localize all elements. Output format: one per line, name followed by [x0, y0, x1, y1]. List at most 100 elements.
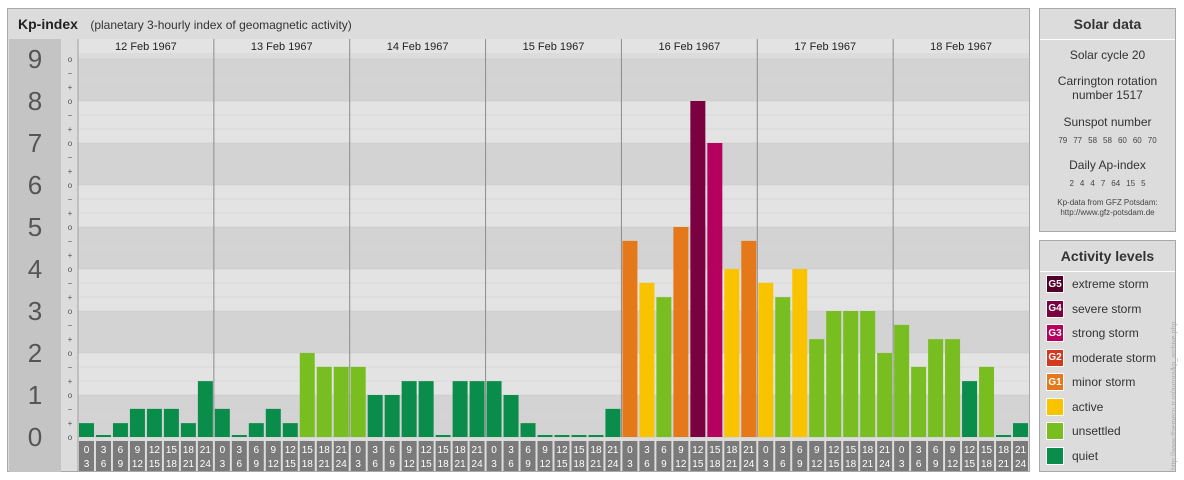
kp-bar	[401, 381, 417, 437]
interval-start-label: 3	[508, 445, 514, 456]
minor-tick-5-2: −	[68, 237, 73, 246]
interval-start-label: 3	[372, 445, 378, 456]
interval-end-label: 3	[491, 459, 497, 470]
interval-end-label: 12	[539, 459, 551, 470]
sunspot-value-3: 58	[1088, 136, 1098, 145]
kp-bar	[282, 423, 298, 437]
interval-start-label: 3	[916, 445, 922, 456]
interval-start-label: 12	[149, 445, 161, 456]
kp-bar	[418, 381, 434, 437]
sunspot-value-5: 60	[1117, 136, 1127, 145]
interval-start-label: 12	[556, 445, 568, 456]
interval-cell	[775, 441, 791, 471]
activity-label-active: active	[1072, 399, 1104, 414]
day-label-5: 16 Feb 1967	[658, 41, 720, 53]
interval-cell	[197, 441, 213, 471]
interval-start-label: 18	[590, 445, 602, 456]
interval-start-label: 9	[814, 445, 820, 456]
interval-start-label: 6	[661, 445, 667, 456]
interval-cell	[758, 441, 774, 471]
kp-bar	[299, 353, 315, 437]
interval-cell	[605, 441, 621, 471]
interval-end-label: 24	[336, 459, 348, 470]
y-band-5	[78, 185, 1029, 227]
kp-bar	[979, 366, 995, 437]
interval-end-label: 3	[355, 459, 361, 470]
kp-bar	[231, 435, 247, 437]
minor-tick-4-2: −	[68, 279, 73, 288]
activity-levels-title: Activity levels	[1040, 241, 1175, 272]
interval-cell	[95, 441, 111, 471]
kp-bar	[350, 366, 366, 437]
kp-bar	[316, 366, 332, 437]
interval-start-label: 18	[183, 445, 195, 456]
interval-end-label: 21	[590, 459, 602, 470]
interval-cell	[163, 441, 179, 471]
interval-cell	[520, 441, 536, 471]
interval-end-label: 9	[933, 459, 939, 470]
kp-bar	[928, 339, 944, 437]
interval-cell	[860, 441, 876, 471]
ap-value-6: 15	[1126, 179, 1136, 188]
interval-start-label: 18	[862, 445, 874, 456]
source-watermark: http://www.thiemecu.tr.ro/aurora/kp_arch…	[1171, 321, 1178, 470]
y-tick-label-8: 8	[28, 86, 42, 116]
activity-levels-panel: Activity levels G5 extreme storm G4 severe …	[1039, 240, 1176, 472]
activity-swatch-moderate-storm: G2	[1046, 348, 1064, 367]
credit-link[interactable]: http://www.gfz-potsdam.de	[1060, 208, 1155, 217]
interval-end-label: 3	[763, 459, 769, 470]
interval-end-label: 12	[268, 459, 280, 470]
interval-end-label: 18	[438, 459, 450, 470]
interval-cell	[894, 441, 910, 471]
interval-start-label: 12	[285, 445, 297, 456]
kp-chart-panel: Kp-index (planetary 3-hourly index of ge…	[7, 8, 1030, 472]
kp-bar	[996, 435, 1012, 437]
interval-cell	[588, 441, 604, 471]
kp-bar	[758, 282, 774, 437]
interval-cell	[452, 441, 468, 471]
interval-start-label: 18	[455, 445, 467, 456]
ap-index-label: Daily Ap-index	[1069, 158, 1146, 172]
interval-start-label: 0	[763, 445, 769, 456]
interval-start-label: 6	[118, 445, 124, 456]
interval-cell	[435, 441, 451, 471]
day-header-strip	[78, 39, 1029, 53]
interval-start-label: 12	[828, 445, 840, 456]
minor-tick-6-1: +	[68, 167, 73, 176]
kp-bar	[197, 381, 213, 437]
interval-end-label: 18	[981, 459, 993, 470]
interval-end-label: 6	[101, 459, 107, 470]
interval-cell	[809, 441, 825, 471]
y-band-3	[78, 269, 1029, 311]
activity-label-severe-storm: severe storm	[1072, 301, 1142, 316]
kp-bar	[214, 408, 230, 437]
carrington-rotation-line2: number 1517	[1072, 88, 1143, 102]
interval-end-label: 3	[220, 459, 226, 470]
interval-start-label: 15	[438, 445, 450, 456]
y-band-7	[78, 101, 1029, 143]
interval-end-label: 24	[200, 459, 212, 470]
ap-value-3: 4	[1090, 179, 1095, 188]
activity-swatch-severe-storm: G4	[1046, 299, 1064, 318]
interval-cell	[792, 441, 808, 471]
kp-bar	[639, 282, 655, 437]
kp-bar	[180, 423, 196, 437]
minor-tick-1-2: −	[68, 405, 73, 414]
interval-cell	[129, 441, 145, 471]
minor-tick-0-1: +	[68, 419, 73, 428]
interval-cell	[877, 441, 893, 471]
activity-label-unsettled: unsettled	[1072, 424, 1121, 438]
kp-bar	[163, 408, 179, 437]
interval-end-label: 9	[525, 459, 531, 470]
minor-tick-2-0: o	[68, 349, 73, 358]
kp-bar	[333, 366, 349, 437]
interval-cell	[79, 441, 94, 471]
day-label-4: 15 Feb 1967	[523, 41, 585, 53]
interval-start-label: 0	[491, 445, 497, 456]
y-tick-label-1: 1	[28, 380, 42, 410]
interval-end-label: 15	[828, 459, 840, 470]
interval-start-label: 0	[355, 445, 361, 456]
kp-bar	[79, 423, 94, 437]
minor-tick-6-2: −	[68, 195, 73, 204]
sunspot-value-2: 77	[1073, 136, 1083, 145]
